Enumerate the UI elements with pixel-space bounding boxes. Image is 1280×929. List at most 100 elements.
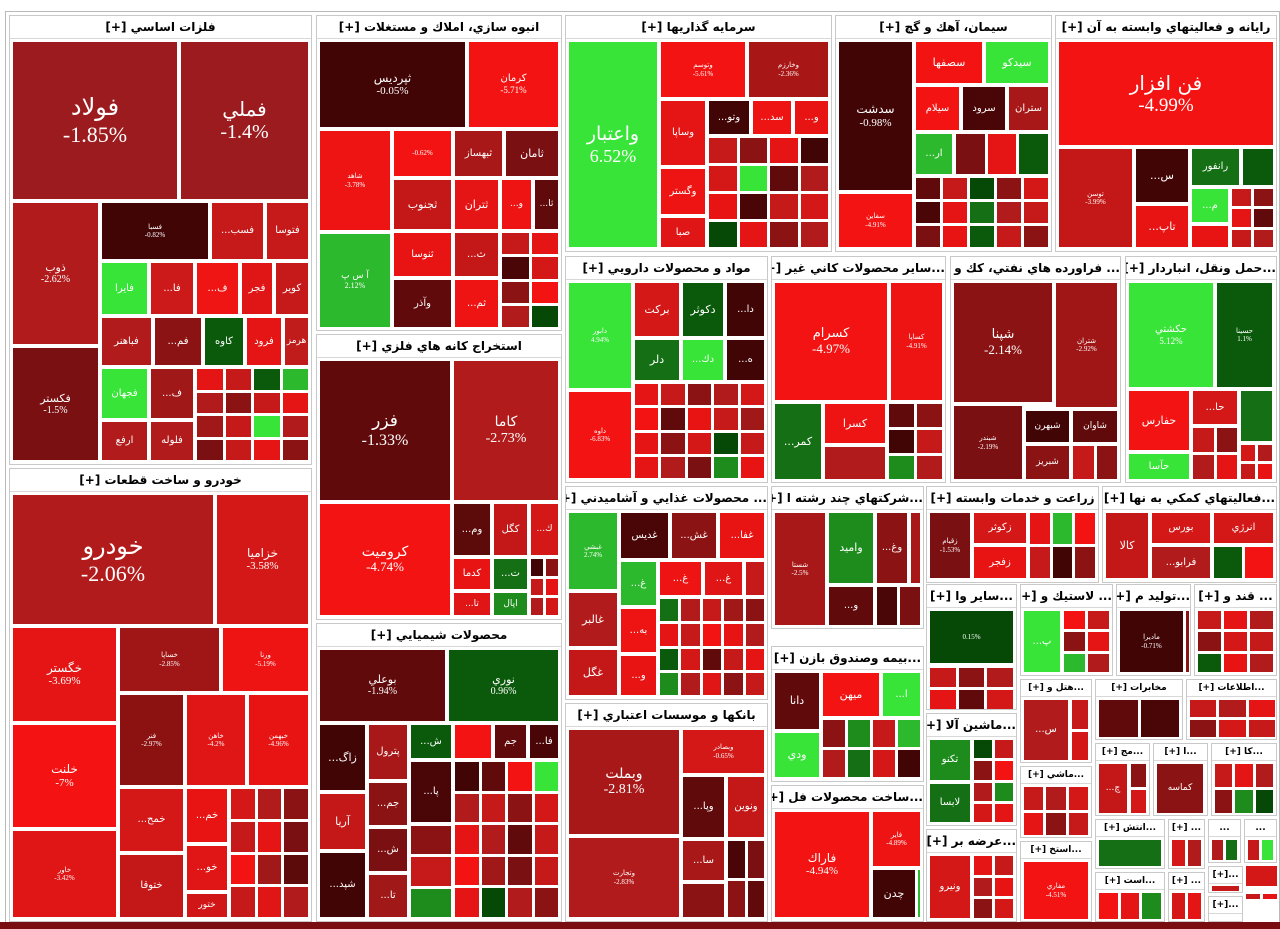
treemap-tile-small[interactable] (1215, 764, 1233, 787)
treemap-tile-small[interactable] (958, 690, 985, 709)
sector-header-auto-parts[interactable]: خودرو و ساخت قطعات [+] (10, 469, 311, 492)
treemap-tile-small[interactable] (740, 384, 764, 406)
treemap-tile-small[interactable] (502, 305, 529, 327)
treemap-tile[interactable]: ش... (369, 829, 407, 871)
treemap-tile-small[interactable] (481, 888, 505, 917)
treemap-tile-small[interactable] (889, 404, 914, 427)
treemap-tile-small[interactable] (898, 750, 920, 777)
treemap-tile[interactable]: زقيام -1.53% (930, 513, 970, 578)
treemap-tile[interactable]: فتوسا (267, 203, 308, 259)
treemap-tile-small[interactable] (284, 789, 308, 819)
treemap-tile-small[interactable] (534, 762, 558, 791)
treemap-tile[interactable]: خم... (187, 789, 227, 842)
treemap-tile[interactable]: ودي (775, 733, 819, 777)
treemap-tile-small[interactable] (728, 841, 745, 878)
treemap-tile-small[interactable] (739, 194, 767, 219)
treemap-tile[interactable]: ثم... (455, 280, 498, 327)
treemap-tile[interactable]: غ... (621, 562, 656, 605)
treemap-tile[interactable]: توسن -3.99% (1059, 149, 1132, 247)
treemap-tile[interactable]: دك... (683, 340, 723, 380)
treemap-tile[interactable]: كگل (494, 504, 527, 555)
treemap-tile-small[interactable] (1262, 840, 1273, 860)
treemap-tile[interactable]: كالا (1106, 513, 1148, 578)
treemap-tile[interactable]: ميهن (823, 673, 879, 716)
treemap-tile[interactable]: غ... (660, 562, 701, 595)
treemap-tile[interactable]: لابسا (930, 784, 970, 822)
treemap-tile[interactable]: ك... (531, 504, 558, 555)
treemap-tile-small[interactable] (1232, 189, 1251, 207)
treemap-tile[interactable]: صبا (661, 218, 705, 247)
treemap-tile-small[interactable] (987, 668, 1013, 687)
treemap-tile[interactable]: ماديرا -0.71% (1120, 611, 1183, 672)
sector-header-real-estate[interactable]: انبوه سازي، املاك و مستغلات [+] (317, 16, 561, 39)
treemap-tile-small[interactable] (1024, 202, 1048, 223)
treemap-tile-small[interactable] (1188, 840, 1201, 866)
treemap-tile-small[interactable] (455, 762, 479, 791)
treemap-tile-small[interactable] (531, 233, 558, 255)
treemap-tile-small[interactable] (900, 587, 920, 625)
treemap-tile[interactable]: دابور 4.94% (569, 283, 631, 388)
treemap-tile[interactable]: خمح... (120, 789, 183, 851)
treemap-tile-small[interactable] (970, 226, 994, 247)
treemap-tile-small[interactable] (823, 750, 845, 777)
treemap-tile[interactable]: جم... (369, 783, 407, 825)
treemap-tile-small[interactable] (1198, 632, 1221, 651)
treemap-tile[interactable]: تا... (369, 875, 407, 917)
treemap-tile[interactable]: شپنا -2.14% (954, 283, 1052, 402)
treemap-tile[interactable]: فنر -2.97% (120, 695, 183, 785)
treemap-tile[interactable]: ث... (455, 233, 498, 276)
treemap-tile[interactable] (1186, 611, 1189, 672)
treemap-tile-small[interactable] (724, 599, 743, 621)
treemap-tile-small[interactable] (1250, 653, 1273, 672)
sector-header-transport[interactable]: ...حمل ونقل، انباردار [+] (1126, 257, 1276, 280)
treemap-tile-small[interactable] (1224, 653, 1247, 672)
treemap-tile[interactable]: خساپا -2.85% (120, 628, 219, 691)
treemap-tile-small[interactable] (823, 720, 845, 747)
sector-header-agriculture[interactable]: زراعت و خدمات وابسته [+] (927, 487, 1098, 510)
treemap-tile[interactable]: انرژي (1214, 513, 1273, 543)
sector-header-production[interactable]: ...توليد م [+] (1117, 585, 1190, 608)
treemap-tile-small[interactable] (1120, 893, 1140, 919)
treemap-tile-small[interactable] (546, 559, 558, 576)
treemap-tile[interactable]: حسينا 1.1% (1217, 283, 1272, 387)
sector-header-metal-ores[interactable]: استخراج كانه هاي فلزي [+] (317, 335, 561, 358)
treemap-tile[interactable]: ش... (411, 725, 451, 758)
treemap-tile-small[interactable] (1254, 189, 1273, 207)
treemap-tile[interactable]: غفا... (720, 513, 764, 558)
treemap-tile-small[interactable] (681, 623, 700, 646)
sector-header-machinery[interactable]: ...ماشين آلا [+] (927, 714, 1016, 737)
treemap-tile-small[interactable] (508, 762, 532, 791)
treemap-tile-small[interactable] (546, 598, 558, 615)
treemap-tile[interactable]: فن افزار -4.99% (1059, 42, 1273, 145)
sector-header-a-sector[interactable]: ...ا [+] (1154, 744, 1207, 761)
treemap-tile-small[interactable] (1131, 764, 1146, 787)
treemap-tile-small[interactable] (1215, 790, 1233, 813)
treemap-tile-small[interactable] (531, 305, 558, 327)
treemap-tile[interactable]: ار... (916, 134, 952, 174)
treemap-tile[interactable] (911, 513, 920, 583)
treemap-tile[interactable]: فاير -4.89% (873, 812, 920, 866)
sector-header-pharma[interactable]: مواد و محصولات دارويي [+] (566, 257, 767, 280)
treemap-tile[interactable]: دا... (727, 283, 764, 336)
sector-header-oil-products[interactable]: ... فراورده هاي نفتي، كك و [+] (951, 257, 1120, 280)
treemap-tile[interactable]: چ... (1099, 764, 1127, 813)
treemap-tile-small[interactable] (1250, 611, 1273, 630)
treemap-tile[interactable]: ونيرو (930, 856, 970, 918)
treemap-tile[interactable]: بركت (635, 283, 679, 336)
treemap-tile-small[interactable] (534, 793, 558, 823)
treemap-tile-small[interactable] (1075, 547, 1095, 578)
treemap-tile[interactable]: فولاد -1.85% (13, 42, 177, 199)
treemap-tile-small[interactable] (1073, 446, 1094, 479)
treemap-tile-small[interactable] (481, 762, 505, 791)
treemap-tile-small[interactable] (687, 432, 712, 454)
treemap-tile[interactable]: واعتبار 6.52% (569, 42, 657, 247)
treemap-tile-small[interactable] (848, 720, 870, 747)
treemap-tile-small[interactable] (714, 432, 738, 454)
treemap-tile-small[interactable] (714, 408, 738, 430)
treemap-tile-small[interactable] (1232, 229, 1251, 247)
treemap-tile[interactable]: شپد... (320, 853, 365, 917)
treemap-tile-small[interactable] (974, 877, 992, 897)
treemap-tile-small[interactable] (225, 416, 251, 437)
treemap-tile[interactable]: ورنا -5.19% (223, 628, 308, 691)
treemap-tile[interactable]: كرمان -5.71% (469, 42, 558, 127)
